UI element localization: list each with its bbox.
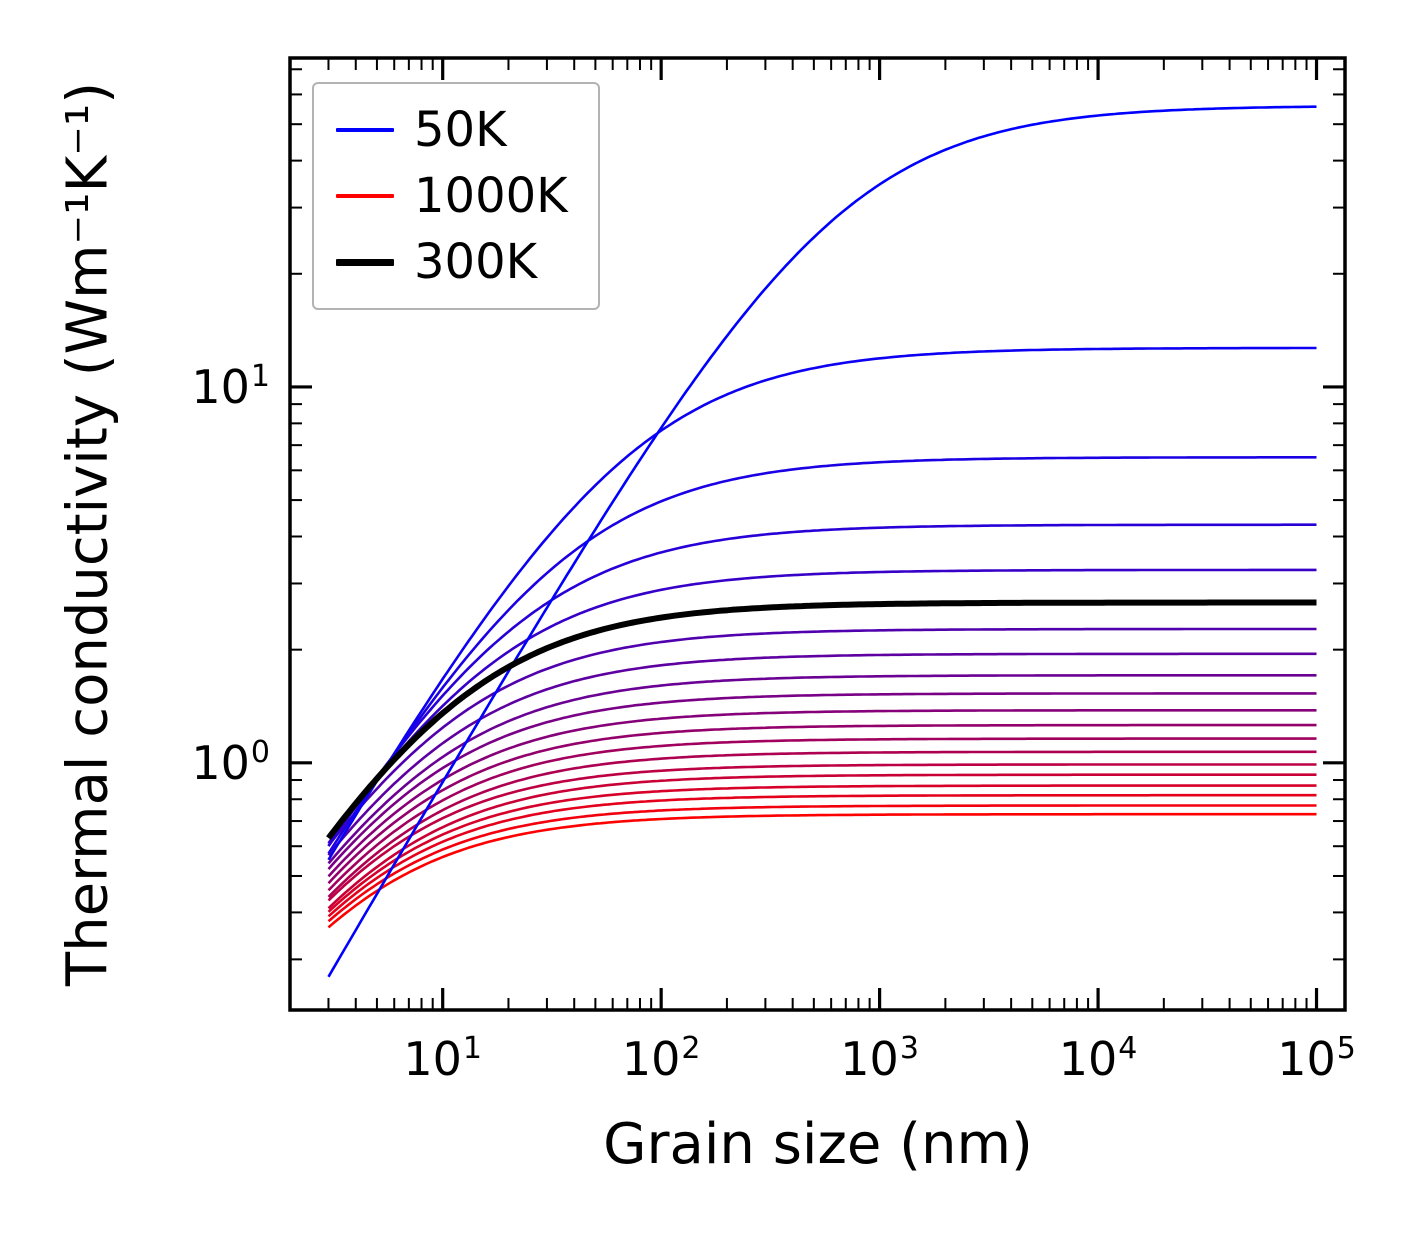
x-tick-label: 102 [621, 1031, 701, 1086]
series-900K [327, 793, 1317, 918]
series-600K [327, 723, 1317, 885]
series-500K [327, 692, 1317, 870]
series-550K [327, 709, 1317, 878]
series-650K [327, 737, 1317, 892]
legend-label-300k: 300K [414, 234, 538, 290]
series-250K [327, 568, 1317, 844]
axes-frame [288, 56, 1347, 1012]
curves [326, 105, 1317, 978]
x-tick-label: 105 [1277, 1031, 1356, 1086]
x-tick-label: 103 [840, 1031, 919, 1086]
series-1000K [327, 812, 1317, 929]
legend-entry-300k: 300K [336, 230, 568, 294]
x-tick-label: 104 [1058, 1031, 1138, 1086]
legend-label-50k: 50K [414, 102, 507, 158]
series-400K [327, 652, 1317, 857]
series-700K [327, 750, 1317, 898]
series-750K [327, 763, 1317, 902]
x-tick-label: 101 [403, 1031, 482, 1086]
y-tick-label: 100 [191, 734, 270, 790]
series-350K [327, 627, 1317, 847]
axis-ticks [290, 58, 1345, 1010]
series-800K [327, 773, 1317, 910]
y-axis-label: Thermal conductivity (Wm⁻¹K⁻¹) [55, 81, 121, 987]
series-850K [327, 784, 1317, 913]
series-50K [327, 105, 1317, 978]
series-200K [327, 523, 1317, 847]
legend-label-1000k: 1000K [414, 168, 568, 224]
legend: 50K 1000K 300K [312, 82, 600, 310]
series-950K [327, 804, 1317, 923]
y-tick-label: 101 [191, 358, 270, 414]
series-100K [327, 346, 1317, 861]
legend-line-50k-icon [336, 128, 394, 132]
legend-line-1000k-icon [336, 194, 394, 198]
x-axis-label: Grain size (nm) [603, 1112, 1033, 1177]
legend-entry-50k: 50K [336, 98, 568, 162]
series-300K [326, 599, 1317, 840]
legend-line-300k-icon [336, 258, 394, 266]
series-450K [327, 674, 1317, 865]
legend-entry-1000k: 1000K [336, 164, 568, 228]
series-150K [327, 456, 1317, 855]
